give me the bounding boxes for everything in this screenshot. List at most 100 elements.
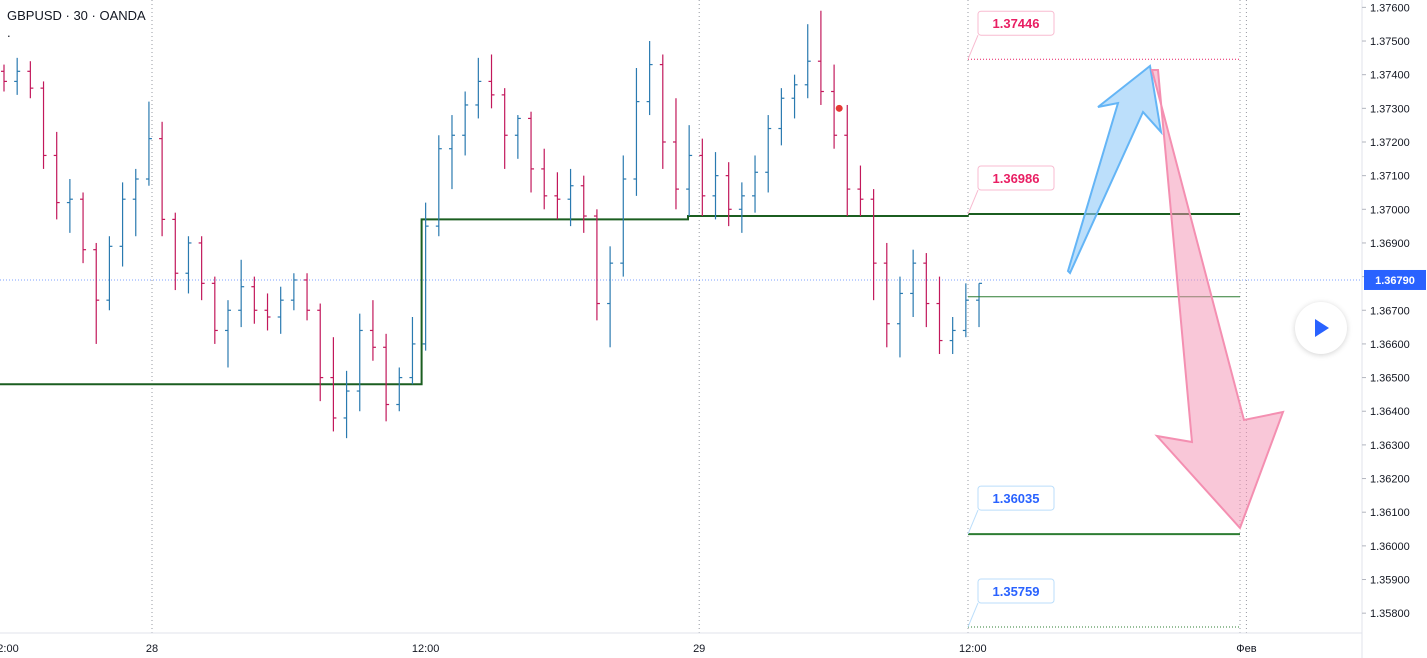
ohlc-bar (541, 148, 548, 210)
ohlc-bar (607, 246, 614, 348)
ohlc-bar (962, 283, 969, 338)
y-tick-label: 1.36700 (1370, 305, 1410, 317)
x-tick-label: 29 (693, 643, 705, 655)
trend-step-line (0, 215, 969, 386)
ohlc-bar (106, 236, 113, 311)
level-1.35759: 1.35759 (967, 578, 1240, 628)
y-tick-label: 1.36300 (1370, 440, 1410, 452)
ohlc-bar (738, 182, 745, 233)
ohlc-bar (396, 367, 403, 412)
ohlc-bar (93, 242, 100, 344)
marker-dot (835, 104, 843, 112)
step-line (0, 215, 969, 386)
y-tick-label: 1.37400 (1370, 70, 1410, 82)
status-dot: . (7, 25, 11, 40)
ohlc-bar (857, 165, 864, 217)
ohlc-bar (778, 88, 785, 146)
ohlc-bar (501, 88, 508, 169)
ohlc-bar (593, 209, 600, 321)
ohlc-bar (369, 300, 376, 361)
candles-group (1, 10, 983, 439)
level-box (977, 485, 1055, 511)
symbol-label: GBPUSD · 30 · OANDA (7, 8, 146, 23)
ohlc-bar (475, 57, 482, 119)
ohlc-bar (699, 138, 706, 217)
ohlc-bar (409, 317, 416, 385)
down-arrow (1150, 69, 1285, 530)
ohlc-bar (119, 182, 126, 267)
level-1.36035: 1.36035 (967, 485, 1240, 536)
current-price-badge (1364, 269, 1426, 290)
level-label: 1.35759 (993, 584, 1040, 599)
levels-group: 1.37446 1.36986 1.36035 1.35759 (967, 10, 1240, 628)
ohlc-bar (462, 91, 469, 156)
y-tick-label: 1.37300 (1370, 103, 1410, 115)
ohlc-bar (949, 317, 956, 355)
up-arrow (1066, 64, 1163, 275)
ohlc-bar (752, 155, 759, 213)
ohlc-bar (80, 192, 87, 264)
current-price-label: 1.36790 (1375, 275, 1415, 287)
ohlc-bar (488, 54, 495, 109)
level-1.36986: 1.36986 (967, 165, 1240, 216)
x-tick-label: 2:00 (0, 643, 19, 655)
y-tick-label: 1.36900 (1370, 238, 1410, 250)
ohlc-bar (40, 81, 47, 169)
level-callout-line (967, 189, 979, 215)
ohlc-bar (66, 179, 73, 233)
level-label: 1.36986 (993, 171, 1040, 186)
ohlc-bar (580, 175, 587, 233)
play-button[interactable] (1295, 302, 1347, 354)
ohlc-bar (224, 300, 231, 368)
ohlc-bar (765, 115, 772, 193)
ohlc-bar (804, 24, 811, 99)
ohlc-bar (132, 168, 139, 237)
ohlc-bar (198, 236, 205, 301)
ohlc-bar (211, 276, 218, 344)
grid-lines (0, 0, 1362, 633)
ohlc-bar (317, 303, 324, 402)
ohlc-bar (870, 189, 877, 301)
y-tick-label: 1.37500 (1370, 36, 1410, 48)
ohlc-bar (145, 101, 152, 186)
ohlc-bar (27, 61, 34, 99)
ohlc-bar (14, 57, 21, 95)
ohlc-bar (172, 212, 179, 291)
ohlc-bar (686, 125, 693, 217)
level-callout-line (967, 509, 979, 535)
y-tick-label: 1.36100 (1370, 507, 1410, 519)
x-tick-label: 28 (146, 643, 158, 655)
level-callout-line (967, 35, 979, 60)
ohlc-bar (712, 152, 719, 220)
ohlc-bar (422, 202, 429, 351)
ohlc-bar (844, 104, 851, 217)
price-axis[interactable]: 1.37600 1.37500 1.37400 1.37300 1.37200 1.371… (1361, 0, 1426, 658)
ohlc-bar (251, 276, 258, 324)
ohlc-bar (448, 115, 455, 190)
y-tick-label: 1.37600 (1370, 2, 1410, 14)
level-1.37446: 1.37446 (967, 10, 1240, 60)
forecast-arrows (1066, 64, 1285, 530)
ohlc-bar (53, 131, 60, 220)
ohlc-bar (304, 273, 311, 321)
level-label: 1.36035 (993, 491, 1040, 506)
ohlc-bar (910, 249, 917, 317)
ohlc-bar (264, 293, 271, 331)
level-box (977, 578, 1055, 604)
ohlc-bar (883, 242, 890, 348)
ohlc-bar (672, 98, 679, 210)
ohlc-bar (330, 337, 337, 432)
y-tick-label: 1.37200 (1370, 137, 1410, 149)
ohlc-bar (817, 10, 824, 105)
y-tick-label: 1.36200 (1370, 474, 1410, 486)
ohlc-bar (185, 236, 192, 294)
x-tick-label: 12:00 (412, 643, 440, 655)
ohlc-bar (976, 282, 983, 328)
ohlc-bar (383, 333, 390, 422)
y-tick-label: 1.36500 (1370, 373, 1410, 385)
ohlc-bar (791, 74, 798, 119)
level-box (977, 10, 1055, 36)
ohlc-bar (659, 54, 666, 169)
